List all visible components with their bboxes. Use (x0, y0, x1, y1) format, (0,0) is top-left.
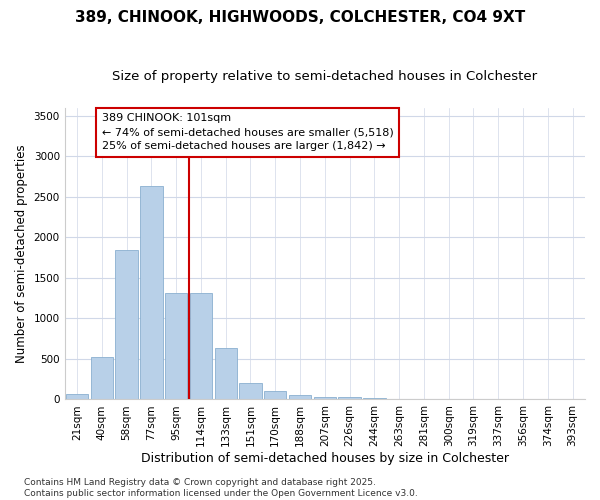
Title: Size of property relative to semi-detached houses in Colchester: Size of property relative to semi-detach… (112, 70, 538, 83)
Y-axis label: Number of semi-detached properties: Number of semi-detached properties (15, 144, 28, 363)
Bar (66, 394, 88, 400)
Bar (239, 384, 262, 400)
Bar (140, 186, 163, 400)
Bar (165, 292, 187, 400)
Bar (91, 356, 113, 400)
Bar (314, 397, 336, 400)
X-axis label: Distribution of semi-detached houses by size in Colchester: Distribution of semi-detached houses by … (141, 452, 509, 465)
Bar (289, 396, 311, 400)
Text: 389 CHINOOK: 101sqm
← 74% of semi-detached houses are smaller (5,518)
25% of sem: 389 CHINOOK: 101sqm ← 74% of semi-detach… (102, 114, 394, 152)
Text: 389, CHINOOK, HIGHWOODS, COLCHESTER, CO4 9XT: 389, CHINOOK, HIGHWOODS, COLCHESTER, CO4… (75, 10, 525, 25)
Bar (115, 250, 138, 400)
Bar (190, 294, 212, 400)
Bar (363, 398, 386, 400)
Bar (264, 392, 286, 400)
Bar (338, 397, 361, 400)
Text: Contains HM Land Registry data © Crown copyright and database right 2025.
Contai: Contains HM Land Registry data © Crown c… (24, 478, 418, 498)
Bar (215, 348, 237, 400)
